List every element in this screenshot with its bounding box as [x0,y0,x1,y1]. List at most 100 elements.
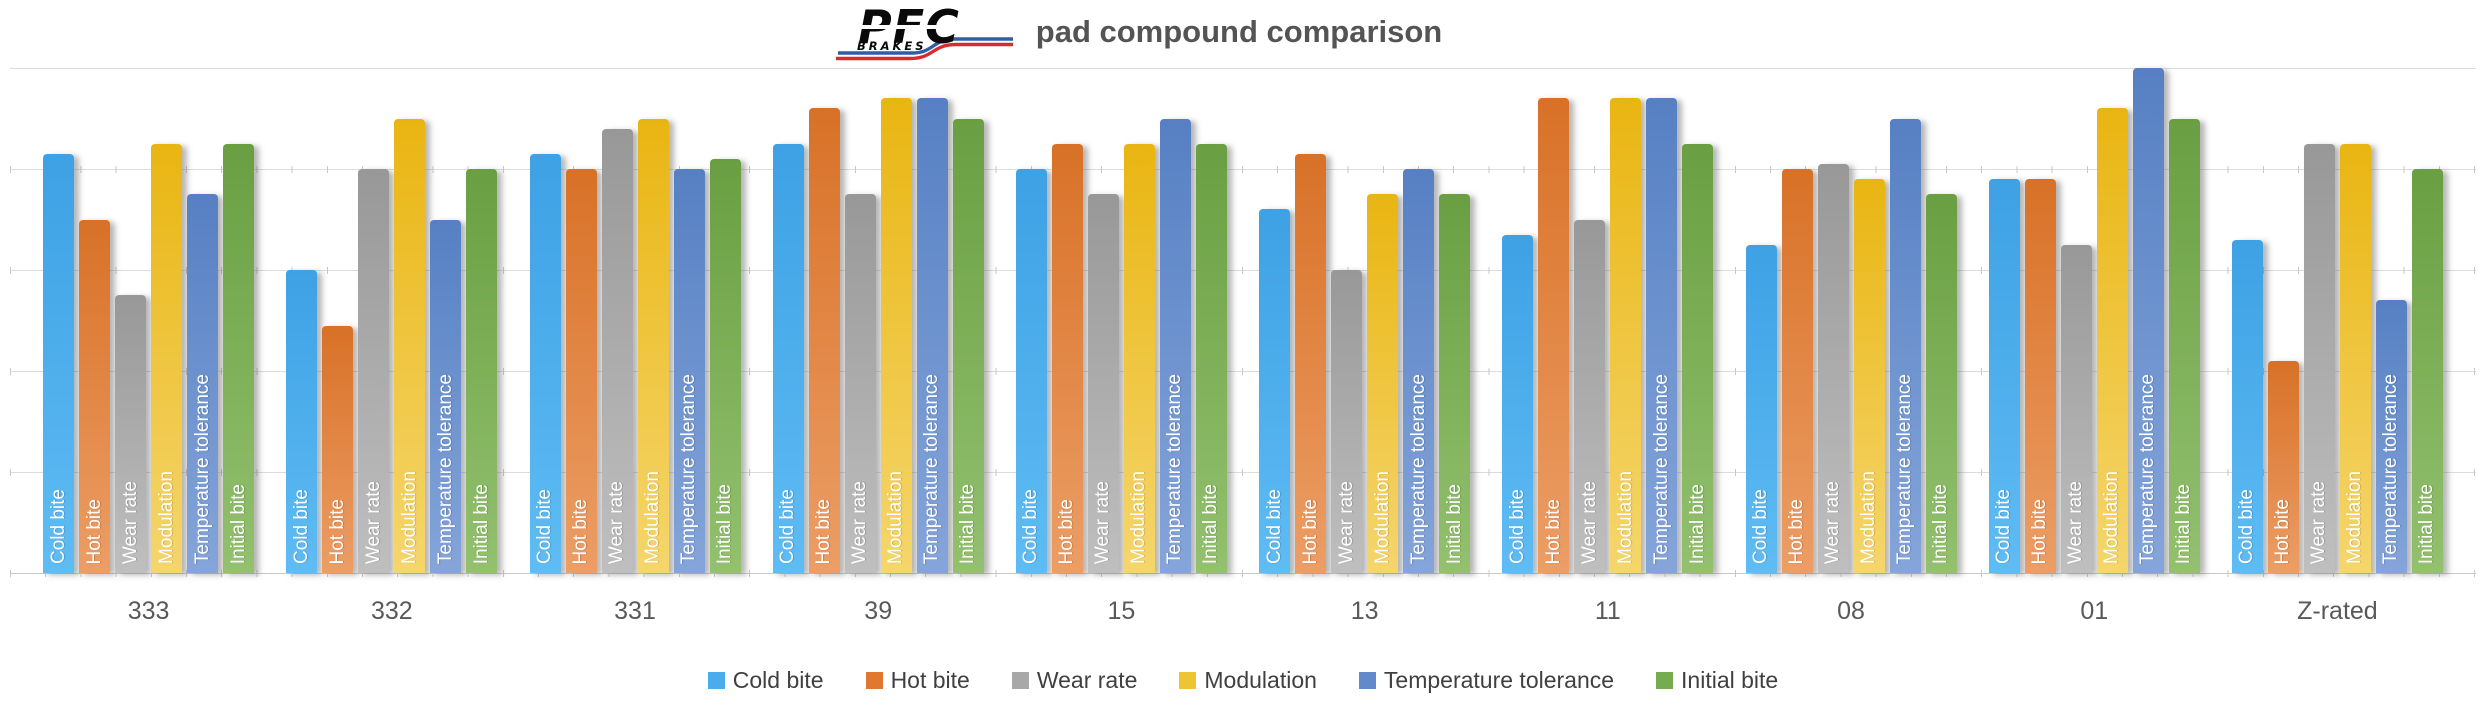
bar-group-39: Cold bite Hot bite Wear rate Modulation Temp… [757,98,1000,573]
bar-hot-bite-11: Hot bite [1538,98,1570,573]
bar-temperature-tolerance-11: Temperature tolerance [1646,98,1678,573]
bar-temperature-tolerance-z-rated: Temperature tolerance [2375,300,2407,573]
category-axis: 333 332 331 39 15 13 11 08 01 Z-rated [10,593,2476,629]
bar-initial-bite-333: Initial bite [223,143,255,573]
bar-label: Wear rate [2308,480,2330,564]
bar-label: Wear rate [1335,480,1357,564]
bar-label-wrap: Temperature tolerance [1160,374,1191,564]
legend: Cold bite Hot bite Wear rate Modulation Temp… [0,660,2486,700]
bar-label-wrap: Modulation [2097,471,2128,564]
axis-baseline [10,570,2476,577]
bar-label-wrap: Temperature tolerance [1403,374,1434,564]
bar-cold-bite-333: Cold bite [43,153,75,573]
gridline [10,68,2476,69]
bar-group-15: Cold bite Hot bite Wear rate Modulation Temp… [1000,118,1243,573]
bar-hot-bite-08: Hot bite [1781,169,1813,573]
bar-label-wrap: Cold bite [1259,489,1290,564]
bar-label: Cold bite [1020,489,1042,564]
bar-group-11: Cold bite Hot bite Wear rate Modulation Temp… [1486,98,1729,573]
bar-hot-bite-01: Hot bite [2024,179,2056,573]
bar-group-13: Cold bite Hot bite Wear rate Modulation Temp… [1243,153,1486,573]
chart-title: pad compound comparison [1035,14,1443,49]
bar-initial-bite-331: Initial bite [709,158,741,573]
legend-item-temperature-tolerance: Temperature tolerance [1358,667,1614,694]
bar-label: Wear rate [606,480,627,564]
category-label-z-rated: Z-rated [2297,597,2378,625]
bar-temperature-tolerance-332: Temperature tolerance [430,219,462,573]
bar-hot-bite-z-rated: Hot bite [2267,360,2299,573]
bar-label: Temperature tolerance [1407,373,1429,564]
bar-label-wrap: Modulation [881,471,912,564]
bar-wear-rate-01: Wear rate [2060,244,2092,573]
bar-label: Temperature tolerance [678,373,699,564]
bar-label-wrap: Initial bite [223,484,254,564]
bar-label-wrap: Modulation [2340,471,2371,564]
bar-wear-rate-z-rated: Wear rate [2303,143,2335,573]
bar-label: Cold bite [1263,489,1285,564]
bar-modulation-11: Modulation [1610,98,1642,573]
bar-initial-bite-01: Initial bite [2168,118,2200,573]
bar-label: Hot bite [1786,498,1808,564]
bar-label: Hot bite [326,498,348,564]
category-label-11: 11 [1594,597,1621,625]
bar-label: Hot bite [2272,498,2294,564]
bar-wear-rate-332: Wear rate [358,169,390,573]
bar-label-wrap: Wear rate [845,481,876,564]
bar-label-wrap: Modulation [151,471,182,564]
bar-label-wrap: Cold bite [1502,489,1533,564]
bar-modulation-39: Modulation [880,98,912,573]
bar-label-wrap: Modulation [1854,471,1885,564]
bar-temperature-tolerance-15: Temperature tolerance [1159,118,1191,573]
legend-item-hot-bite: Hot bite [865,666,970,694]
bar-label: Cold bite [1993,489,2015,564]
bar-cold-bite-01: Cold bite [1988,179,2020,573]
bar-cold-bite-15: Cold bite [1015,169,1047,573]
bar-label-wrap: Temperature tolerance [1890,374,1921,564]
bar-label: Modulation [1128,471,1150,564]
legend-label: Initial bite [1681,666,1779,693]
bar-label: Wear rate [1822,480,1844,564]
bar-label-wrap: Hot bite [566,499,597,564]
bar-label: Hot bite [83,498,105,564]
bar-label-wrap: Temperature tolerance [917,374,948,564]
bar-label: Modulation [1614,471,1636,564]
bar-label-wrap: Modulation [1124,471,1155,564]
bar-label-wrap: Wear rate [1088,481,1119,564]
legend-swatch-cold-bite [707,671,725,689]
bar-cold-bite-331: Cold bite [529,153,561,573]
bar-cold-bite-39: Cold bite [772,143,804,573]
bar-label-wrap: Cold bite [2232,489,2263,564]
bar-label-wrap: Wear rate [1818,481,1849,564]
bar-label-wrap: Cold bite [1989,489,2020,564]
logo-sub-text: BRAKES [857,39,927,53]
legend-label: Hot bite [890,666,970,693]
bar-label: Hot bite [1299,498,1321,564]
category-label-332: 332 [370,597,413,625]
bar-label: Hot bite [813,498,835,564]
bar-temperature-tolerance-13: Temperature tolerance [1403,169,1435,573]
bar-label: Modulation [155,471,177,564]
bar-label-wrap: Modulation [1367,471,1398,564]
bar-label-wrap: Modulation [394,471,425,564]
bar-label: Temperature tolerance [434,373,456,564]
bar-label-wrap: Hot bite [322,499,353,564]
bar-label: Temperature tolerance [2137,373,2159,564]
bar-label-wrap: Wear rate [2061,481,2092,564]
bar-hot-bite-15: Hot bite [1051,143,1083,573]
bar-label-wrap: Initial bite [2169,484,2200,564]
bar-label: Temperature tolerance [2380,373,2402,564]
bar-modulation-332: Modulation [394,118,426,573]
bar-label-wrap: Initial bite [466,484,497,564]
bar-label: Modulation [2344,471,2366,564]
logo-stripe-red [835,42,1013,61]
category-label-08: 08 [1837,597,1865,625]
bar-label-wrap: Temperature tolerance [2133,374,2164,564]
legend-item-initial-bite: Initial bite [1656,667,1778,694]
gridline [10,469,2476,476]
bar-initial-bite-11: Initial bite [1682,143,1714,573]
bar-wear-rate-15: Wear rate [1087,194,1119,573]
gridline [10,368,2476,375]
legend-swatch-hot-bite [865,671,883,689]
bar-label: Wear rate [2065,480,2087,564]
bar-modulation-z-rated: Modulation [2339,143,2371,573]
